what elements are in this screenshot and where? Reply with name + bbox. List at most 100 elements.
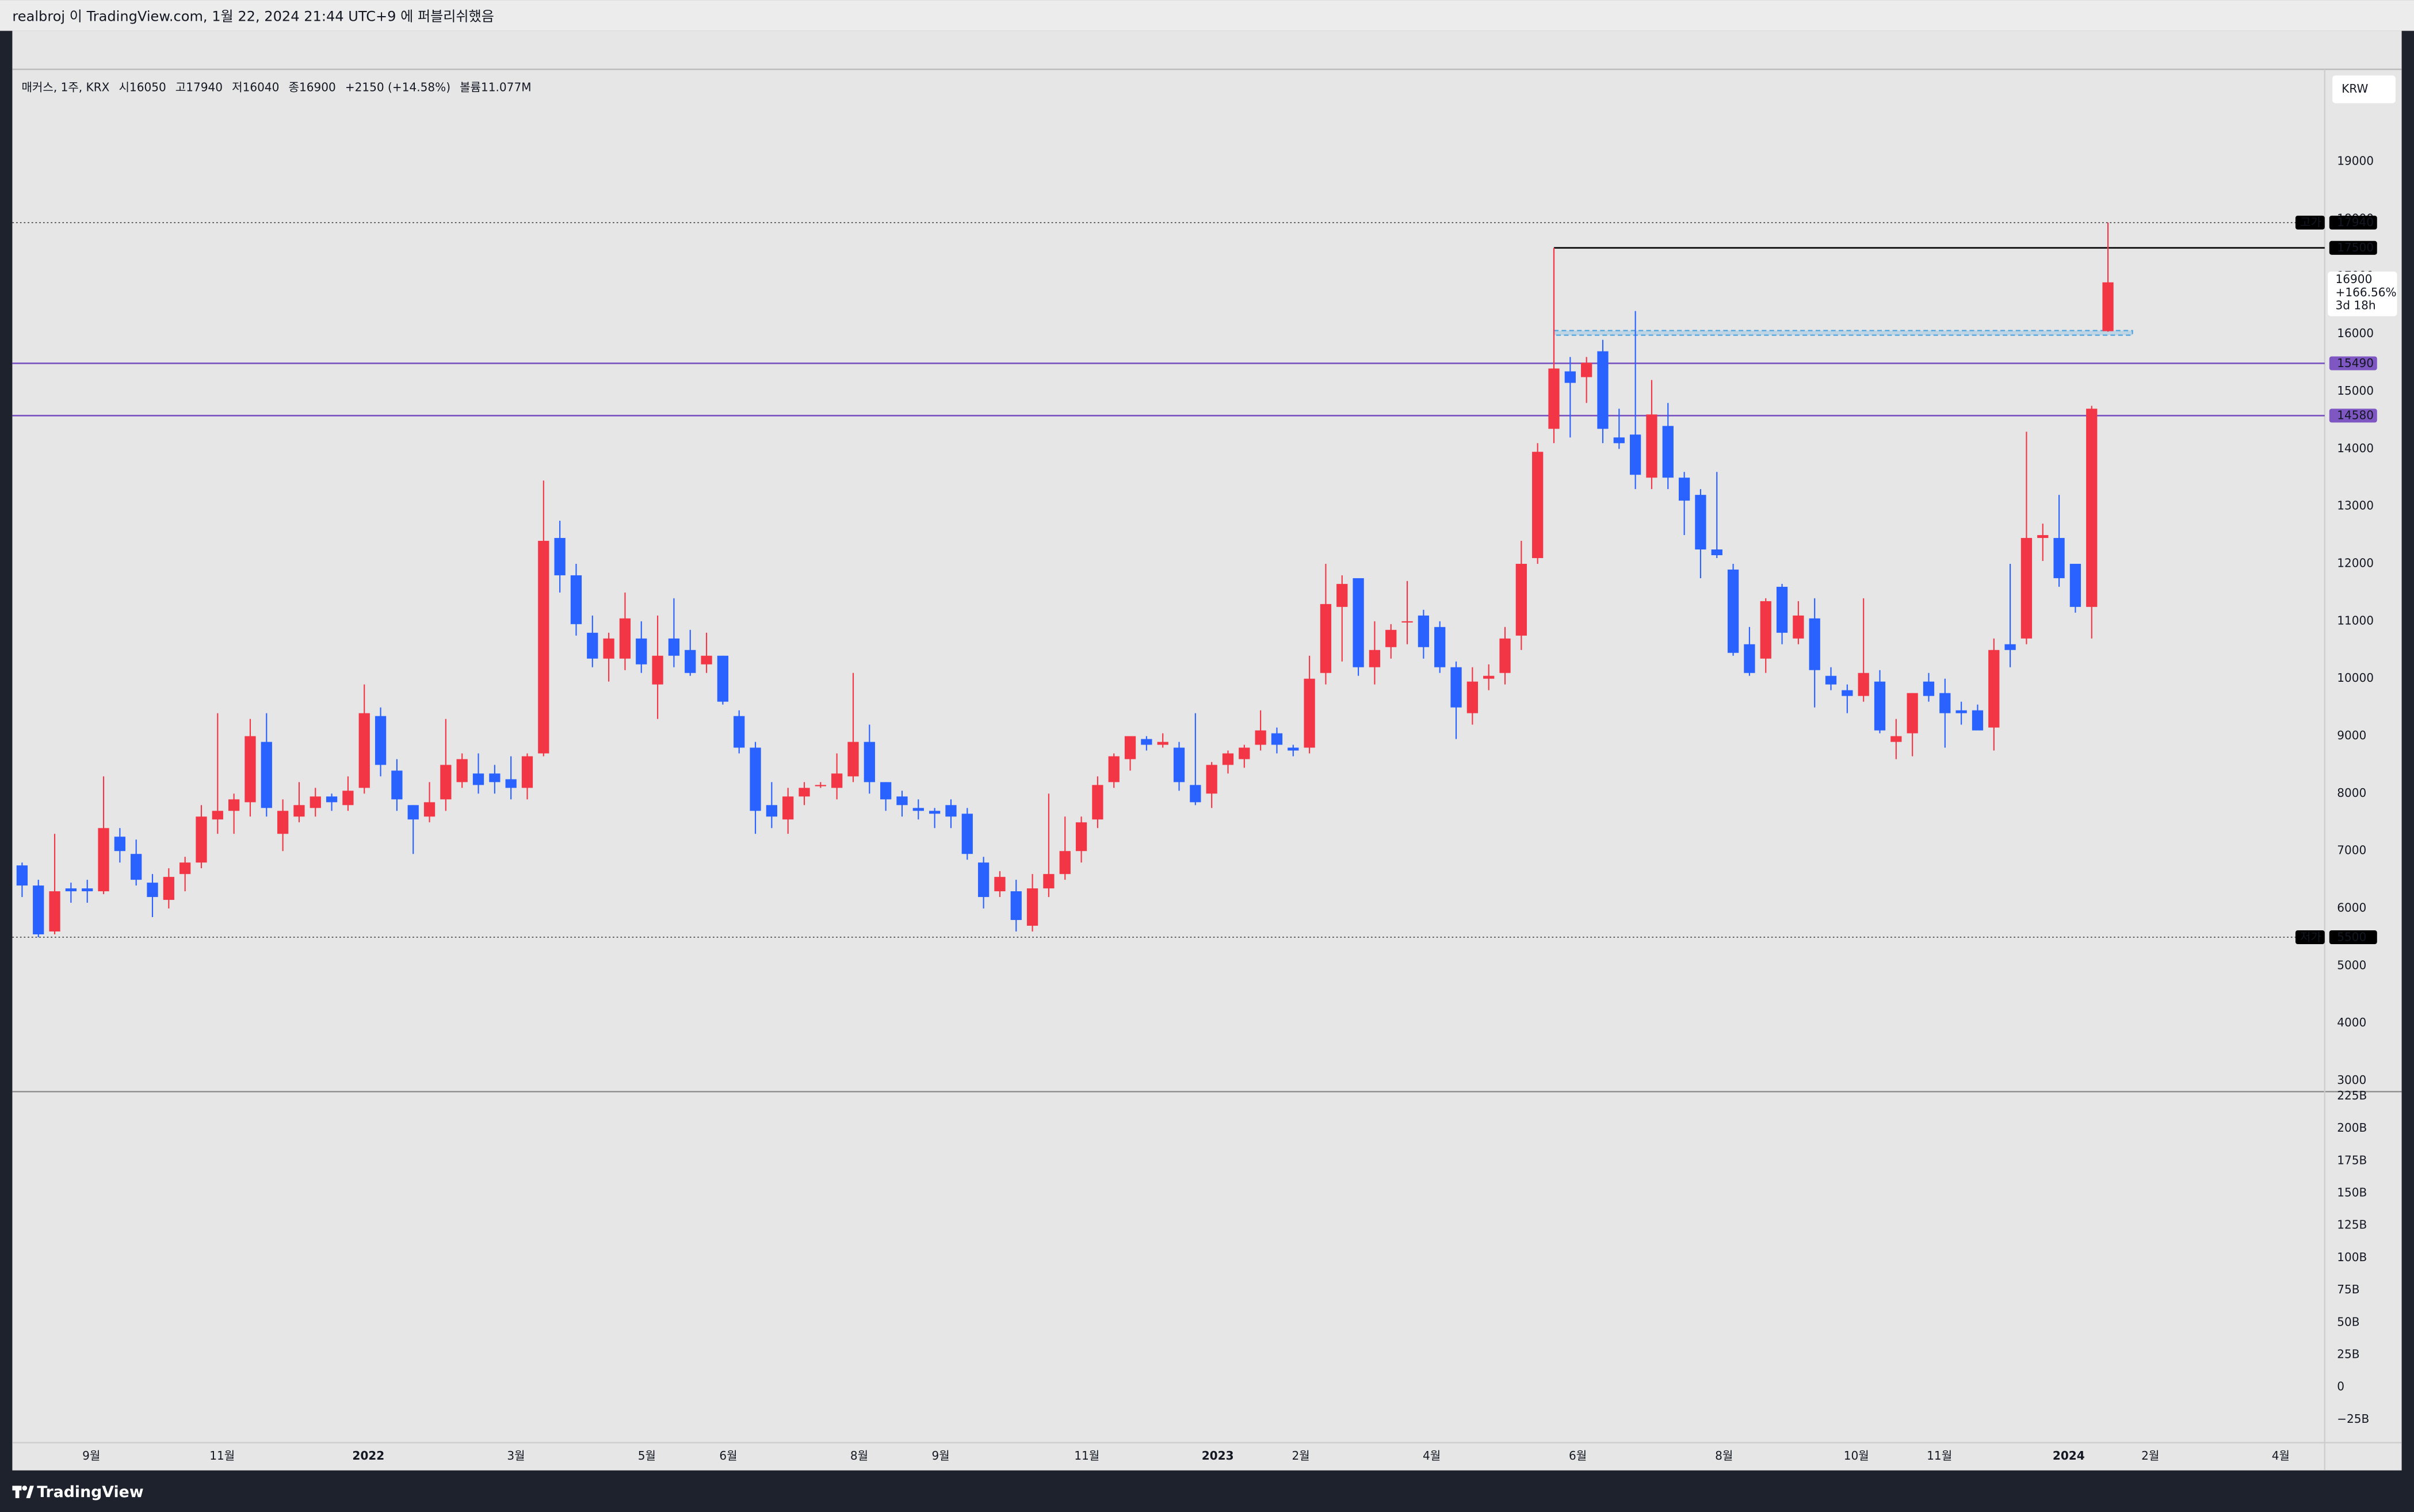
volume-tick-label: 125B — [2337, 1218, 2367, 1232]
price-label: 15490 — [2337, 356, 2374, 370]
candle-body — [489, 773, 501, 782]
candle-body — [2086, 408, 2098, 607]
candle-body — [1564, 371, 1576, 383]
candle-body — [587, 632, 598, 659]
volume-tick-label: 0 — [2337, 1380, 2344, 1393]
last-price-box — [2328, 271, 2397, 316]
x-tick-label: 2024 — [2053, 1449, 2085, 1463]
candle-body — [1760, 601, 1771, 659]
candle-body — [65, 888, 77, 892]
candle-body — [1955, 710, 1967, 713]
price-label: 5500 — [2337, 930, 2366, 944]
candle-body — [1629, 434, 1641, 475]
zone — [1553, 330, 2133, 336]
volume-tick-label: 100B — [2337, 1250, 2367, 1264]
candle-body — [619, 618, 631, 659]
volume-tick-label: 25B — [2337, 1347, 2359, 1361]
legend-item: 매커스, 1주, KRX — [21, 80, 109, 94]
candle-body — [1581, 362, 1592, 377]
candle-body — [1353, 578, 1364, 667]
candle-body — [1695, 495, 1706, 550]
price-label-box — [2329, 215, 2377, 230]
x-tick-label: 4월 — [2272, 1449, 2290, 1463]
legend-item: 저16040 — [232, 80, 279, 94]
x-tick-label: 2월 — [1292, 1449, 1309, 1463]
candle-body — [1858, 673, 1869, 696]
candle-body — [2020, 538, 2033, 639]
price-label: 17940 — [2337, 215, 2374, 229]
x-tick-label: 2022 — [352, 1449, 384, 1463]
price-label-box — [2329, 930, 2377, 945]
y-tick-label: 9000 — [2337, 728, 2366, 742]
legend-item: 종16900 — [288, 80, 335, 94]
y-tick-label: 5000 — [2337, 958, 2366, 972]
candle-body — [1727, 569, 1739, 653]
candle-body — [293, 805, 305, 817]
candle-body — [375, 716, 387, 765]
x-tick-label: 2023 — [1202, 1449, 1234, 1463]
candle-body — [1320, 604, 1332, 673]
candle-body — [1401, 621, 1413, 623]
candle-body — [1369, 650, 1381, 667]
candle-body — [1711, 549, 1722, 556]
candle-body — [1385, 629, 1397, 647]
candle-body — [1678, 478, 1690, 501]
candle-body — [538, 541, 549, 754]
candle-body — [1288, 747, 1299, 751]
candle-body — [1548, 368, 1560, 429]
currency: KRW — [2342, 82, 2368, 96]
candle-body — [929, 811, 941, 814]
candle-body — [456, 759, 468, 782]
candle-body — [1842, 690, 1853, 696]
x-tick-label: 8월 — [1715, 1449, 1733, 1463]
x-tick-label: 4월 — [1423, 1449, 1441, 1463]
candle-body — [423, 802, 436, 817]
candle-body — [1613, 437, 1625, 444]
candle-body — [1336, 583, 1348, 607]
candle-body — [261, 742, 272, 808]
candle-body — [1907, 693, 1918, 734]
price-tag-box — [2295, 930, 2325, 945]
candle-body — [2004, 644, 2016, 650]
y-tick-label: 14000 — [2337, 441, 2374, 455]
candle-body — [1190, 785, 1201, 803]
candle-body — [1092, 785, 1103, 820]
candle-body — [407, 805, 419, 820]
candle-body — [179, 862, 191, 875]
y-tick-label: 15000 — [2337, 384, 2374, 398]
candle-body — [196, 816, 207, 863]
x-tick-label: 5월 — [638, 1449, 656, 1463]
candle-body — [1972, 710, 1984, 731]
candle-body — [2037, 535, 2049, 539]
price-tag: 저가 — [2300, 930, 2321, 944]
candle-body — [1662, 426, 1674, 478]
legend-item: 볼륨11.077M — [460, 80, 531, 94]
candle-body — [1173, 747, 1185, 782]
price-label-box — [2329, 408, 2377, 423]
y-tick-label: 12000 — [2337, 556, 2374, 570]
candle-body — [16, 865, 28, 886]
candle-body — [1043, 874, 1055, 889]
candle-body — [570, 575, 582, 624]
candle-body — [1515, 563, 1527, 636]
volume-tick-label: 150B — [2337, 1186, 2367, 1200]
candle-body — [864, 742, 875, 782]
candle-body — [521, 756, 533, 788]
x-tick-label: 2월 — [2141, 1449, 2159, 1463]
volume-tick-label: 50B — [2337, 1315, 2359, 1328]
price-tag: 고가 — [2300, 215, 2321, 229]
x-tick-label: 11월 — [1927, 1449, 1952, 1463]
currency-box[interactable] — [2332, 75, 2396, 104]
volume-tick-label: 175B — [2337, 1153, 2367, 1167]
candle-body — [554, 538, 566, 575]
candle-body — [147, 883, 158, 898]
candle-body — [912, 808, 924, 811]
candle-body — [49, 891, 60, 931]
y-tick-label: 16000 — [2337, 326, 2374, 340]
candle-body — [994, 877, 1006, 892]
candle-body — [98, 828, 109, 892]
candle-body — [1271, 733, 1283, 745]
candle-body — [750, 747, 761, 811]
y-tick-label: 4000 — [2337, 1015, 2366, 1029]
